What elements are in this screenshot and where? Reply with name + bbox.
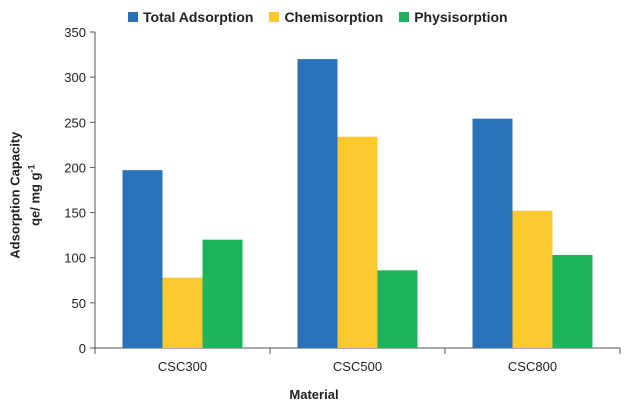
bar-csc300-physisorption (202, 239, 243, 348)
bar-csc800-physisorption (552, 255, 593, 348)
legend-label-chemisorption: Chemisorption (284, 9, 384, 25)
y-axis-title: Adsorption Capacity qe/ mg g-1 (7, 132, 43, 259)
legend-swatch-total-adsorption (128, 12, 138, 22)
legend-swatch-physisorption (399, 12, 410, 22)
y-tick-label: 350 (64, 25, 86, 40)
y-axis-title-superscript: -1 (25, 164, 36, 173)
bar-csc300-chemisorption (162, 277, 203, 348)
bar-csc500-chemisorption (337, 136, 378, 348)
bar-csc500-total-adsorption (297, 59, 338, 348)
legend-item-physisorption: Physisorption (399, 9, 508, 25)
legend-swatch-chemisorption (269, 12, 280, 22)
y-tick-label: 250 (64, 115, 86, 130)
bar-csc800-chemisorption (512, 210, 553, 348)
legend: Total Adsorption Chemisorption Physisorp… (128, 9, 508, 25)
legend-item-total-adsorption: Total Adsorption (128, 9, 253, 25)
legend-item-chemisorption: Chemisorption (269, 9, 383, 25)
x-axis-title: Material (289, 387, 339, 402)
y-tick-label: 300 (64, 70, 86, 85)
y-tick-label: 0 (79, 341, 86, 356)
bar-csc800-total-adsorption (472, 118, 513, 348)
y-axis-title-line1: Adsorption Capacity (6, 131, 22, 259)
y-tick-label: 100 (64, 251, 86, 266)
y-tick-label: 200 (64, 160, 86, 175)
x-tick-label: CSC500 (333, 359, 382, 374)
x-tick-label: CSC800 (508, 359, 557, 374)
y-axis-title-line2: qe/ mg g-1 (23, 132, 43, 259)
x-tick-label: CSC300 (158, 359, 207, 374)
bar-csc300-total-adsorption (122, 170, 163, 348)
y-tick-label: 50 (72, 296, 86, 311)
legend-label-total-adsorption: Total Adsorption (143, 9, 254, 25)
y-axis-title-unit: qe/ mg g (27, 172, 43, 226)
y-tick-label: 150 (64, 206, 86, 221)
bar-csc500-physisorption (377, 270, 418, 348)
legend-label-physisorption: Physisorption (414, 9, 508, 25)
